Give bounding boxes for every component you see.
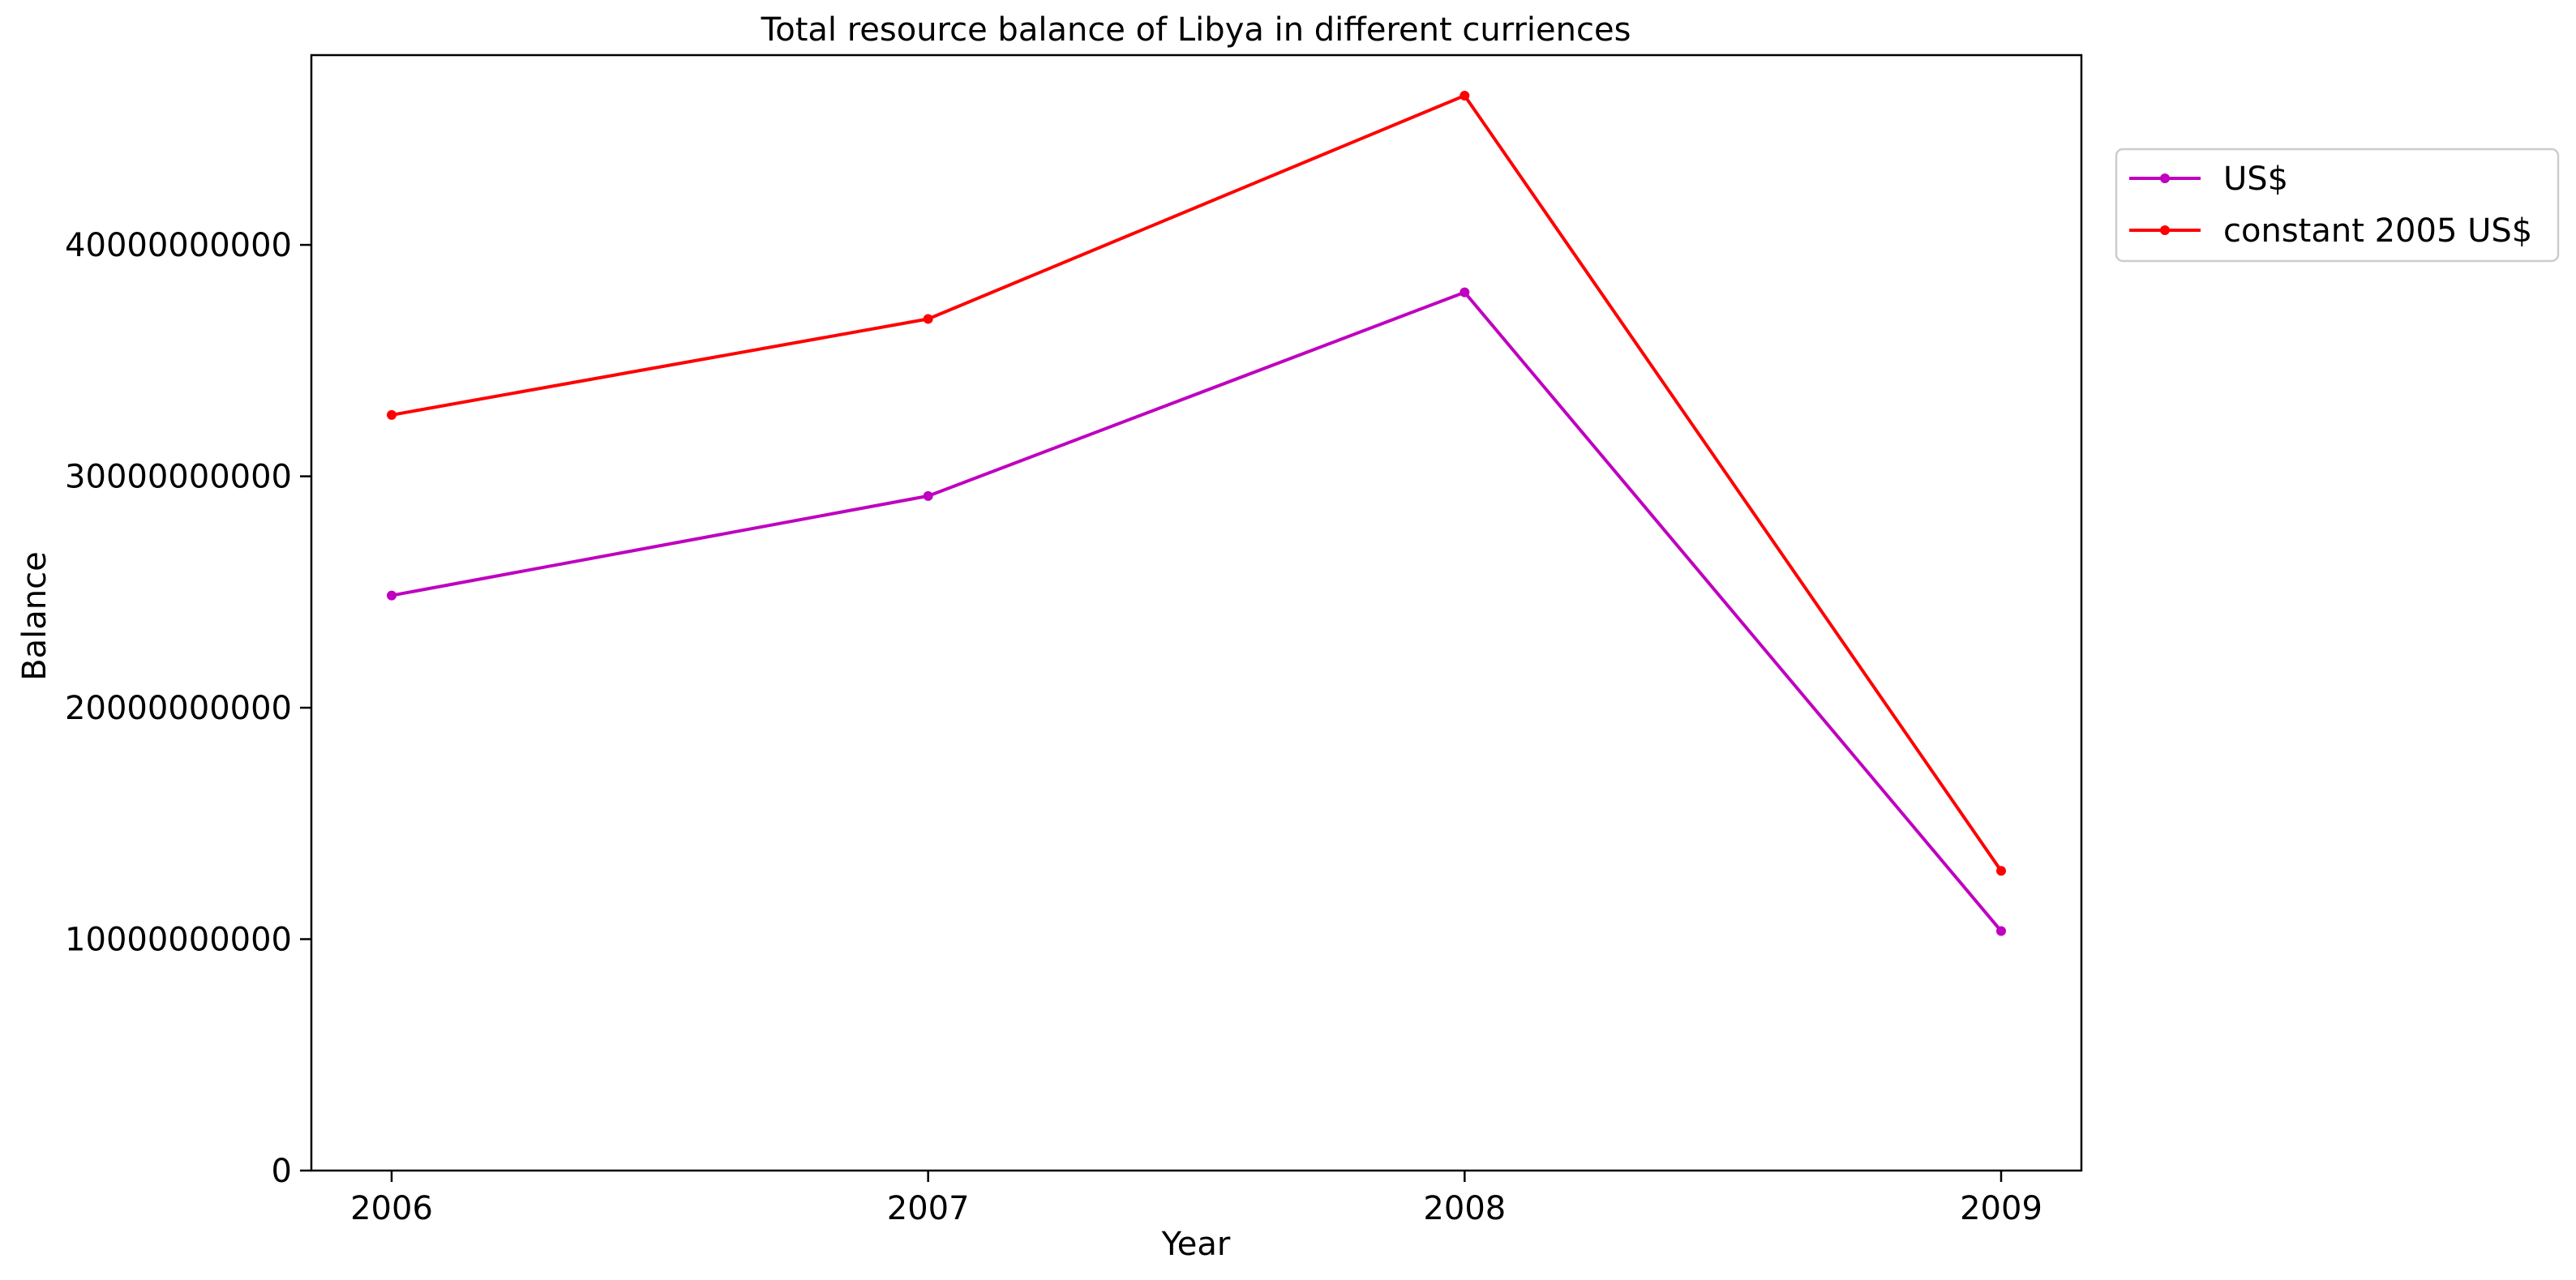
legend-label: US$ — [2223, 161, 2288, 198]
y-tick-label: 10000000000 — [65, 922, 292, 959]
legend-marker — [2160, 225, 2170, 235]
data-point-constant-2005-us — [1996, 866, 2006, 876]
chart-title: Total resource balance of Libya in diffe… — [761, 11, 1631, 49]
x-tick-label: 2009 — [1960, 1190, 2042, 1227]
x-tick-label: 2007 — [887, 1190, 970, 1227]
data-point-us — [923, 490, 933, 501]
legend-label: constant 2005 US$ — [2223, 212, 2532, 250]
x-tick-label: 2006 — [350, 1190, 433, 1227]
data-point-us — [387, 590, 396, 601]
data-point-us — [1996, 926, 2006, 936]
y-tick-label: 30000000000 — [65, 459, 292, 496]
y-tick-label: 0 — [272, 1153, 292, 1190]
legend-box — [2115, 148, 2560, 263]
data-point-constant-2005-us — [923, 314, 933, 324]
plot-area — [310, 54, 2083, 1172]
x-axis-label: Year — [1161, 1226, 1231, 1263]
legend: US$ constant 2005 US$ — [2115, 148, 2560, 263]
y-tick-label: 20000000000 — [65, 690, 292, 727]
y-tick-label: 40000000000 — [65, 227, 292, 264]
series-layer — [387, 90, 2006, 936]
data-point-us — [1459, 287, 1470, 298]
series-line-constant-2005-us — [391, 93, 2003, 872]
x-tick-label: 2008 — [1423, 1190, 1506, 1227]
data-point-constant-2005-us — [1459, 90, 1470, 101]
data-point-constant-2005-us — [387, 409, 396, 420]
y-axis: 0 10000000000 20000000000 30000000000 400000… — [65, 227, 311, 1190]
x-axis: 2006 2007 2008 2009 — [350, 1171, 2042, 1227]
legend-marker — [2160, 173, 2170, 183]
y-axis-label: Balance — [16, 551, 54, 681]
series-line-us — [391, 290, 2003, 932]
